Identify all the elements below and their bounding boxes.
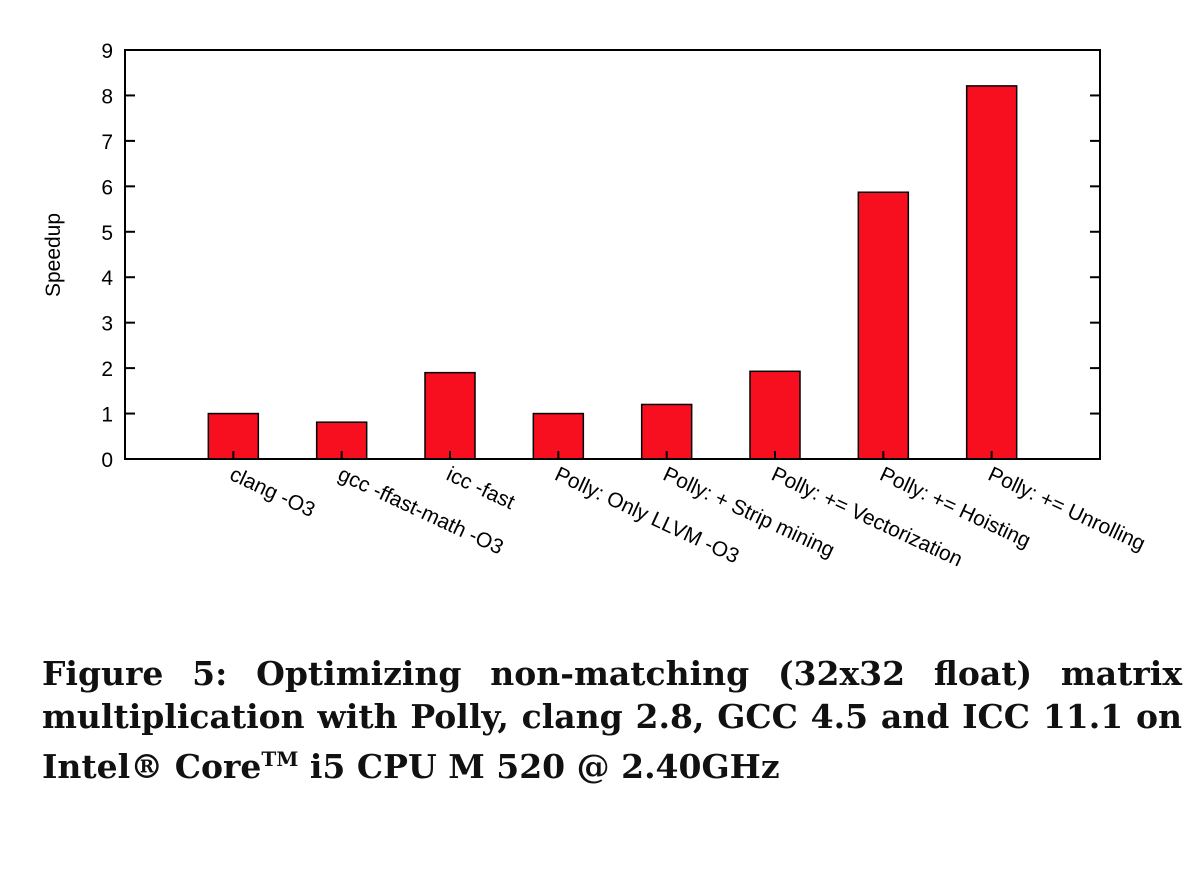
trademark-mark: TM xyxy=(261,747,299,771)
y-tick-label: 2 xyxy=(101,358,113,381)
y-axis-label: Speedup xyxy=(42,213,65,297)
caption-text-core: Core xyxy=(163,747,262,786)
y-tick-label: 3 xyxy=(101,313,113,336)
caption-text: Figure 5: Optimizing non-matching (32x32… xyxy=(42,654,1182,786)
bar xyxy=(640,403,693,460)
y-tick-label: 5 xyxy=(101,222,113,245)
y-tick-label: 1 xyxy=(101,404,113,427)
bar xyxy=(424,371,476,460)
y-tick-label: 7 xyxy=(101,131,113,154)
y-tick-label: 9 xyxy=(101,40,113,63)
caption-text-rest: i5 CPU M 520 @ 2.40GHz xyxy=(298,747,780,786)
x-tick-label: Polly: += Vectorization xyxy=(768,463,966,572)
bar xyxy=(749,370,801,460)
registered-mark: ® xyxy=(130,747,164,786)
x-tick-label: clang -O3 xyxy=(226,463,318,522)
y-tick-label: 8 xyxy=(101,85,113,108)
plot-frame xyxy=(124,49,1101,460)
bar xyxy=(965,85,1018,460)
y-tick-label: 4 xyxy=(101,267,113,290)
x-tick-label: Polly: Only LLVM -O3 xyxy=(551,463,742,569)
figure-caption: Figure 5: Optimizing non-matching (32x32… xyxy=(42,652,1182,788)
x-tick-label: icc -fast xyxy=(443,463,518,514)
bar xyxy=(857,191,910,460)
y-tick-label: 0 xyxy=(101,449,113,472)
y-tick-label: 6 xyxy=(101,176,113,199)
